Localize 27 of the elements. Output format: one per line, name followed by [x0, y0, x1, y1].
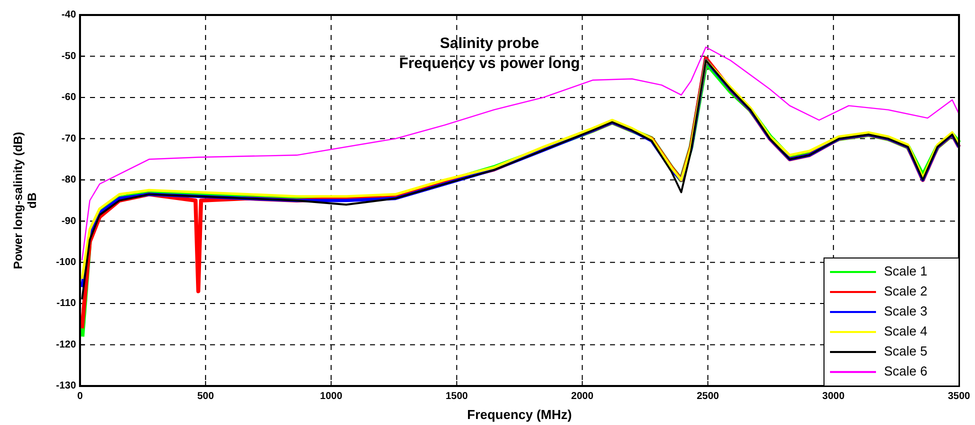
x-tick-label: 0	[77, 391, 84, 402]
legend-label: Scale 3	[884, 303, 928, 318]
legend-label: Scale 5	[884, 343, 928, 358]
y-tick-label: -110	[56, 298, 76, 310]
x-tick-label: 1000	[320, 391, 343, 402]
x-tick-label: 3000	[822, 391, 845, 402]
x-tick-label: 2500	[696, 391, 720, 402]
y-tick-label: -60	[62, 92, 76, 104]
y-tick-label: -50	[62, 50, 76, 62]
y-tick-label: -120	[56, 339, 76, 350]
y-axis-title: Power long-salinity (dB) dB	[11, 132, 39, 270]
y-tick-label: -90	[62, 216, 76, 227]
x-tick-label: 2000	[571, 391, 594, 402]
text: Salinity probe Frequency vs power long	[399, 35, 580, 72]
x-tick-label: 500	[197, 391, 214, 402]
y-tick-label: -80	[62, 174, 76, 186]
y-tick-label: -40	[62, 10, 76, 21]
x-axis-title: Frequency (MHz)	[467, 407, 572, 422]
x-tick-label: 3500	[948, 391, 971, 402]
x-tick-label: 1500	[446, 391, 468, 402]
legend-label: Scale 6	[884, 363, 928, 378]
legend-label: Scale 2	[884, 283, 928, 298]
y-tick-label: -70	[62, 133, 76, 144]
legend-label: Scale 1	[884, 263, 928, 278]
y-tick-label: -100	[56, 256, 76, 268]
y-tick-label: -130	[56, 380, 76, 392]
legend-label: Scale 4	[884, 323, 928, 338]
